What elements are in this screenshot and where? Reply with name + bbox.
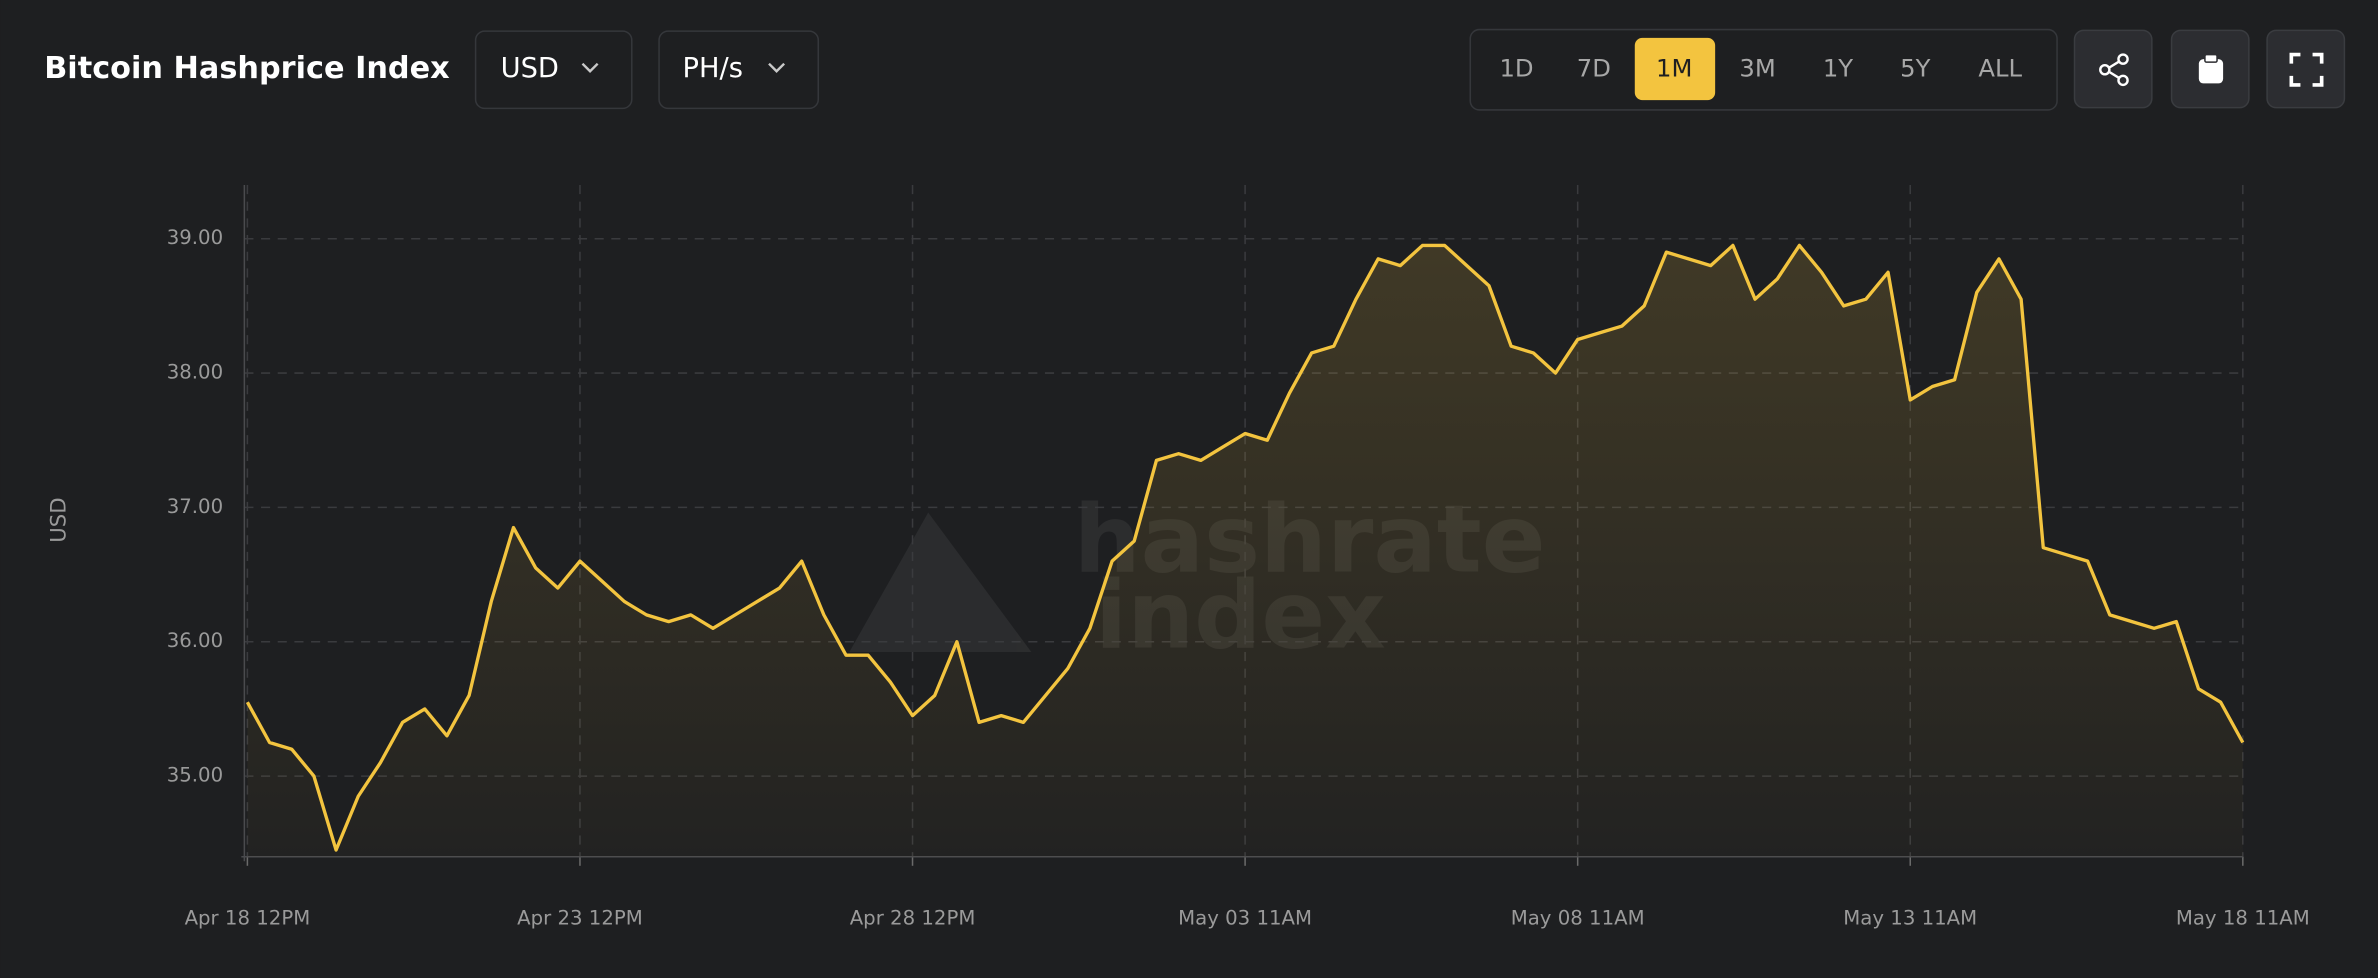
range-button[interactable]: 1M <box>1634 37 1716 101</box>
x-tick-label: May 03 11AM <box>1178 906 1312 929</box>
icon-button[interactable] <box>2266 29 2346 109</box>
page-title: Bitcoin Hashprice Index <box>44 51 450 86</box>
range-label[interactable]: 7D <box>1577 54 1611 83</box>
dropdown-box[interactable] <box>474 30 633 110</box>
range-label[interactable]: 3M <box>1739 54 1775 83</box>
range-label[interactable]: ALL <box>1978 54 2022 83</box>
watermark-logo <box>849 512 1032 652</box>
y-tick-label: 35.00 <box>167 764 223 787</box>
screenshot-button[interactable] <box>2170 29 2250 109</box>
range-label[interactable]: 1M <box>1656 54 1692 83</box>
dropdown-box[interactable] <box>658 30 820 110</box>
dropdown-label[interactable]: USD <box>501 53 559 84</box>
range-label[interactable]: 5Y <box>1900 54 1930 83</box>
range-button[interactable]: 3M <box>1739 54 1775 83</box>
range-highlight[interactable] <box>1634 37 1716 101</box>
x-tick-label: Apr 28 12PM <box>850 906 976 929</box>
fullscreen-button[interactable] <box>2266 29 2346 109</box>
clipboard-icon <box>2198 59 2224 84</box>
y-tick-label: 36.00 <box>167 629 223 652</box>
x-tick-label: May 13 11AM <box>1843 906 1977 929</box>
chevron <box>581 62 599 73</box>
chevron <box>768 62 786 73</box>
range-button[interactable]: 1Y <box>1823 54 1853 83</box>
y-axis-label: USD <box>46 497 71 542</box>
y-tick-label: 37.00 <box>167 495 223 518</box>
dropdown-label[interactable]: PH/s <box>683 53 743 84</box>
icon-button[interactable] <box>2073 29 2153 109</box>
range-button[interactable]: 5Y <box>1900 54 1930 83</box>
currency-dropdown[interactable]: USD <box>474 30 633 110</box>
x-tick-label: Apr 18 12PM <box>185 906 311 929</box>
line <box>245 243 2245 852</box>
x-tick-label: May 08 11AM <box>1511 906 1645 929</box>
range-label[interactable]: 1D <box>1499 54 1533 83</box>
clipboard-clip <box>2204 53 2218 63</box>
range-group <box>1469 28 2058 111</box>
share-icon <box>2099 53 2129 87</box>
y-tick-label: 39.00 <box>167 226 223 249</box>
range-button[interactable]: 1D <box>1499 54 1533 83</box>
share-button[interactable] <box>2073 29 2153 109</box>
unit-dropdown[interactable]: PH/s <box>658 30 820 110</box>
y-tick-label: 38.00 <box>167 361 223 384</box>
x-tick-label: Apr 23 12PM <box>517 906 643 929</box>
area <box>247 245 2243 857</box>
range-buttons: 1D 7D 1M 3M 1Y 5Y ALL <box>1499 37 2022 101</box>
range-button[interactable]: ALL <box>1978 54 2022 83</box>
range-label[interactable]: 1Y <box>1823 54 1853 83</box>
x-tick-label: May 18 11AM <box>2176 906 2310 929</box>
range-button[interactable]: 7D <box>1577 54 1611 83</box>
chart: 35.00 36.00 37.00 38.00 39.00 Apr 18 12PM Apr … <box>167 184 2310 929</box>
fullscreen-icon <box>2289 52 2324 87</box>
